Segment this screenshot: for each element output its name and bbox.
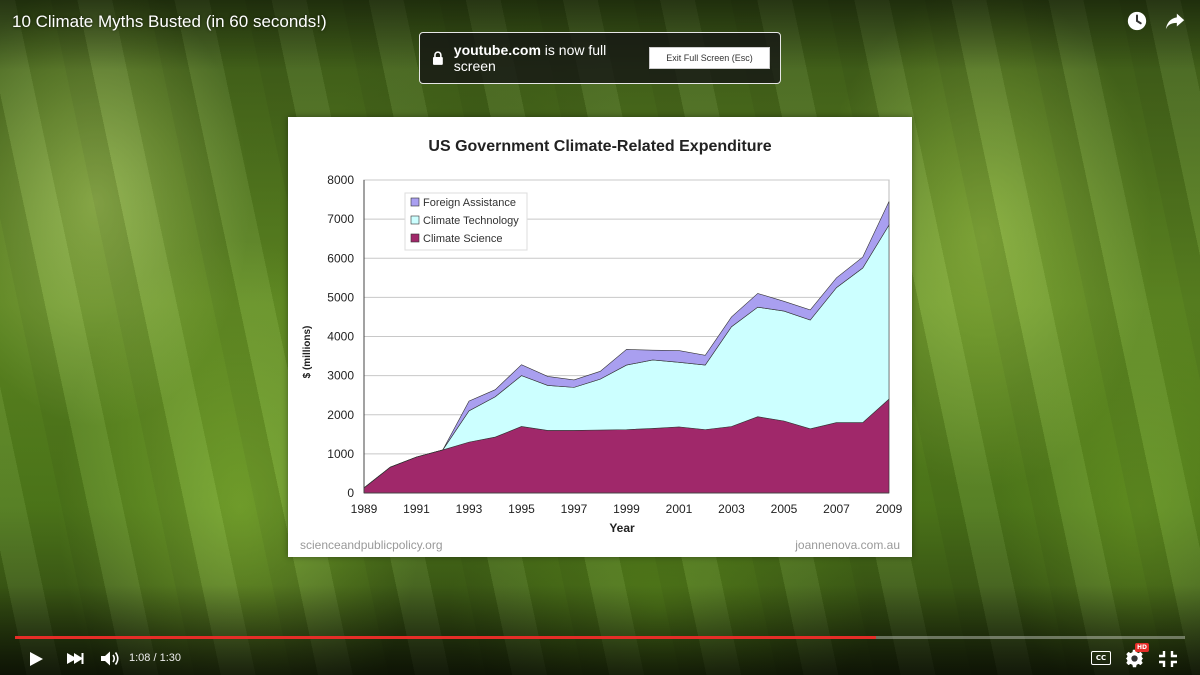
x-tick-label: 2003 — [718, 502, 745, 516]
source-right: joannenova.com.au — [794, 538, 900, 552]
source-left: scienceandpublicpolicy.org — [300, 538, 443, 552]
expenditure-chart: US Government Climate-Related Expenditur… — [300, 138, 903, 552]
area-foreign-assistance — [363, 201, 890, 489]
x-tick-label: 1989 — [351, 502, 378, 516]
hd-badge: HD — [1135, 643, 1150, 652]
captions-button[interactable]: CC — [1091, 651, 1111, 665]
legend-label: Climate Science — [423, 233, 502, 245]
exit-fullscreen-icon[interactable] — [1158, 650, 1178, 668]
x-tick-label: 2009 — [876, 502, 903, 516]
progress-played — [15, 636, 876, 639]
chart-title: US Government Climate-Related Expenditur… — [428, 138, 771, 155]
legend-label: Foreign Assistance — [423, 197, 516, 209]
x-tick-label: 1997 — [561, 502, 588, 516]
y-tick-label: 5000 — [327, 290, 354, 304]
next-icon[interactable] — [66, 652, 84, 665]
y-tick-label: 0 — [347, 486, 354, 500]
fullscreen-message-text: is now full screen — [453, 42, 607, 74]
fullscreen-message: youtube.com is now full screen — [454, 42, 649, 74]
x-axis-label: Year — [609, 521, 635, 535]
lock-icon — [432, 51, 443, 65]
legend-swatch — [410, 233, 420, 243]
x-tick-label: 2007 — [823, 502, 850, 516]
x-tick-label: 2001 — [666, 502, 693, 516]
y-tick-label: 2000 — [327, 408, 354, 422]
progress-bar[interactable] — [15, 636, 1185, 639]
exit-fullscreen-button[interactable]: Exit Full Screen (Esc) — [648, 47, 770, 69]
fullscreen-notification: youtube.com is now full screen Exit Full… — [419, 32, 781, 84]
x-tick-label: 1993 — [456, 502, 483, 516]
y-tick-label: 3000 — [327, 369, 354, 383]
share-icon[interactable] — [1164, 10, 1186, 32]
watch-later-icon[interactable] — [1126, 10, 1148, 32]
slide-image: US Government Climate-Related Expenditur… — [288, 117, 912, 557]
player-controls: 1:08 / 1:30 CC HD — [0, 643, 1200, 673]
settings-gear-icon[interactable] — [1125, 649, 1144, 668]
y-tick-label: 4000 — [327, 330, 354, 344]
x-tick-label: 2005 — [771, 502, 798, 516]
x-tick-label: 1999 — [613, 502, 640, 516]
legend-box — [404, 192, 528, 251]
legend-swatch — [410, 197, 420, 207]
video-title[interactable]: 10 Climate Myths Busted (in 60 seconds!) — [12, 12, 327, 31]
y-tick-label: 8000 — [327, 173, 354, 187]
legend-swatch — [410, 215, 420, 225]
volume-icon[interactable] — [100, 650, 120, 667]
y-tick-label: 1000 — [327, 447, 354, 461]
fullscreen-domain: youtube.com — [453, 42, 541, 58]
x-tick-label: 1995 — [508, 502, 535, 516]
y-tick-label: 6000 — [327, 251, 354, 265]
legend-label: Climate Technology — [423, 215, 519, 227]
time-display: 1:08 / 1:30 — [129, 652, 181, 664]
top-right-actions — [1126, 10, 1186, 32]
x-tick-label: 1991 — [403, 502, 430, 516]
y-tick-label: 7000 — [327, 212, 354, 226]
play-icon[interactable] — [28, 650, 44, 668]
y-axis-label: $ (millions) — [302, 326, 313, 379]
bottom-gradient — [0, 585, 1200, 675]
